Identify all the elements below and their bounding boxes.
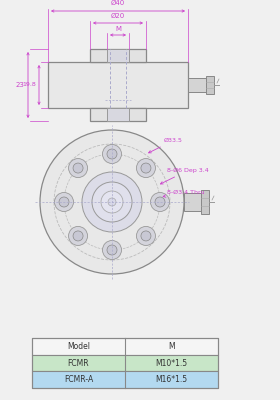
Text: Model: Model [67,342,90,351]
Circle shape [107,245,117,255]
Bar [107,108,129,121]
Bar [206,76,214,94]
Bar [32,338,218,388]
Bar [90,49,146,62]
Circle shape [141,231,151,241]
Circle shape [59,197,69,207]
Text: M16*1.5: M16*1.5 [155,375,188,384]
Bar [90,108,146,121]
Circle shape [102,240,122,260]
Text: 8-Ø3.4 Thru: 8-Ø3.4 Thru [163,190,205,197]
Circle shape [141,163,151,173]
Bar [32,355,218,371]
Bar [201,190,209,214]
Circle shape [136,158,155,178]
Bar [32,371,218,388]
Text: 23: 23 [15,82,24,88]
Bar [184,193,201,211]
Circle shape [69,226,88,246]
Circle shape [102,144,122,164]
Circle shape [40,130,184,274]
Text: Ø33.5: Ø33.5 [149,138,183,153]
Text: 19.8: 19.8 [22,82,36,88]
Circle shape [136,226,155,246]
Circle shape [73,163,83,173]
Circle shape [155,197,165,207]
Bar [48,62,188,108]
Text: M10*1.5: M10*1.5 [155,358,188,368]
Circle shape [55,192,73,212]
Text: Ø40: Ø40 [111,0,125,6]
Circle shape [69,158,88,178]
Text: M: M [115,26,121,32]
Circle shape [82,172,142,232]
Circle shape [107,149,117,159]
Text: FCMR: FCMR [68,358,89,368]
Circle shape [108,198,116,206]
Text: M: M [168,342,175,351]
Circle shape [92,182,132,222]
Bar [32,338,218,355]
Circle shape [151,192,169,212]
Circle shape [73,231,83,241]
Text: Ø20: Ø20 [111,13,125,19]
Circle shape [101,191,123,213]
Text: FCMR-A: FCMR-A [64,375,93,384]
Bar [188,78,206,92]
Bar [107,49,129,62]
Text: 8-Ø6 Dep 3.4: 8-Ø6 Dep 3.4 [160,168,209,184]
